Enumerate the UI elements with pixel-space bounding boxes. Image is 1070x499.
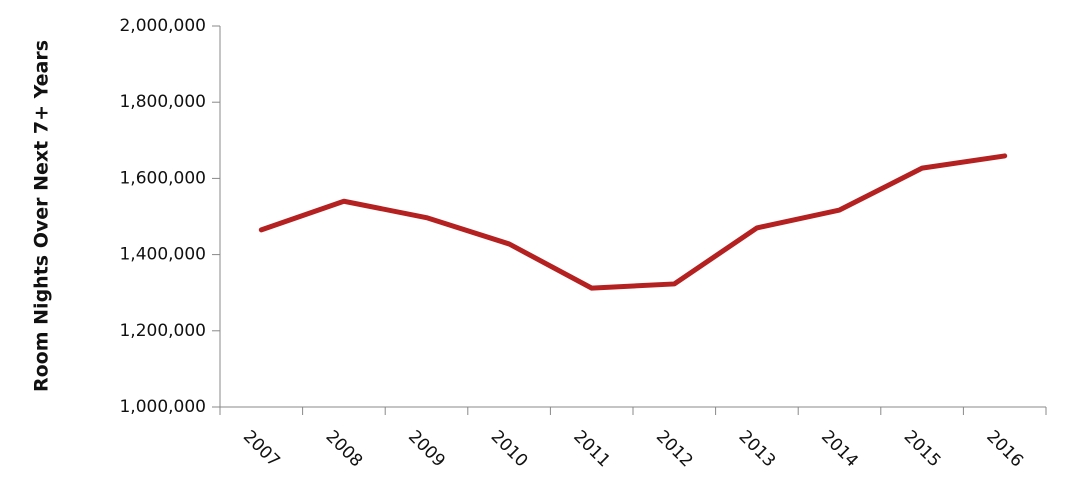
y-tick-label: 1,800,000 bbox=[119, 92, 206, 112]
y-tick-label: 1,400,000 bbox=[119, 245, 206, 265]
y-tick-label: 1,600,000 bbox=[119, 168, 206, 188]
x-tick-label: 2013 bbox=[735, 427, 780, 472]
data-line bbox=[258, 153, 1008, 291]
y-tick-label: 1,200,000 bbox=[119, 321, 206, 341]
x-tick-label: 2014 bbox=[817, 427, 862, 472]
y-tick-label: 2,000,000 bbox=[119, 16, 206, 36]
x-tick-label: 2007 bbox=[239, 427, 284, 472]
x-tick-label: 2008 bbox=[322, 427, 367, 472]
x-tick-label: 2012 bbox=[652, 427, 697, 472]
x-tick-label: 2010 bbox=[487, 427, 532, 472]
x-tick-label: 2011 bbox=[569, 427, 614, 472]
x-tick-label: 2016 bbox=[982, 427, 1027, 472]
x-tick-label: 2009 bbox=[404, 427, 449, 472]
y-tick-label: 1,000,000 bbox=[119, 397, 206, 417]
x-tick-label: 2015 bbox=[900, 427, 945, 472]
y-axis-label: Room Nights Over Next 7+ Years bbox=[31, 40, 53, 392]
